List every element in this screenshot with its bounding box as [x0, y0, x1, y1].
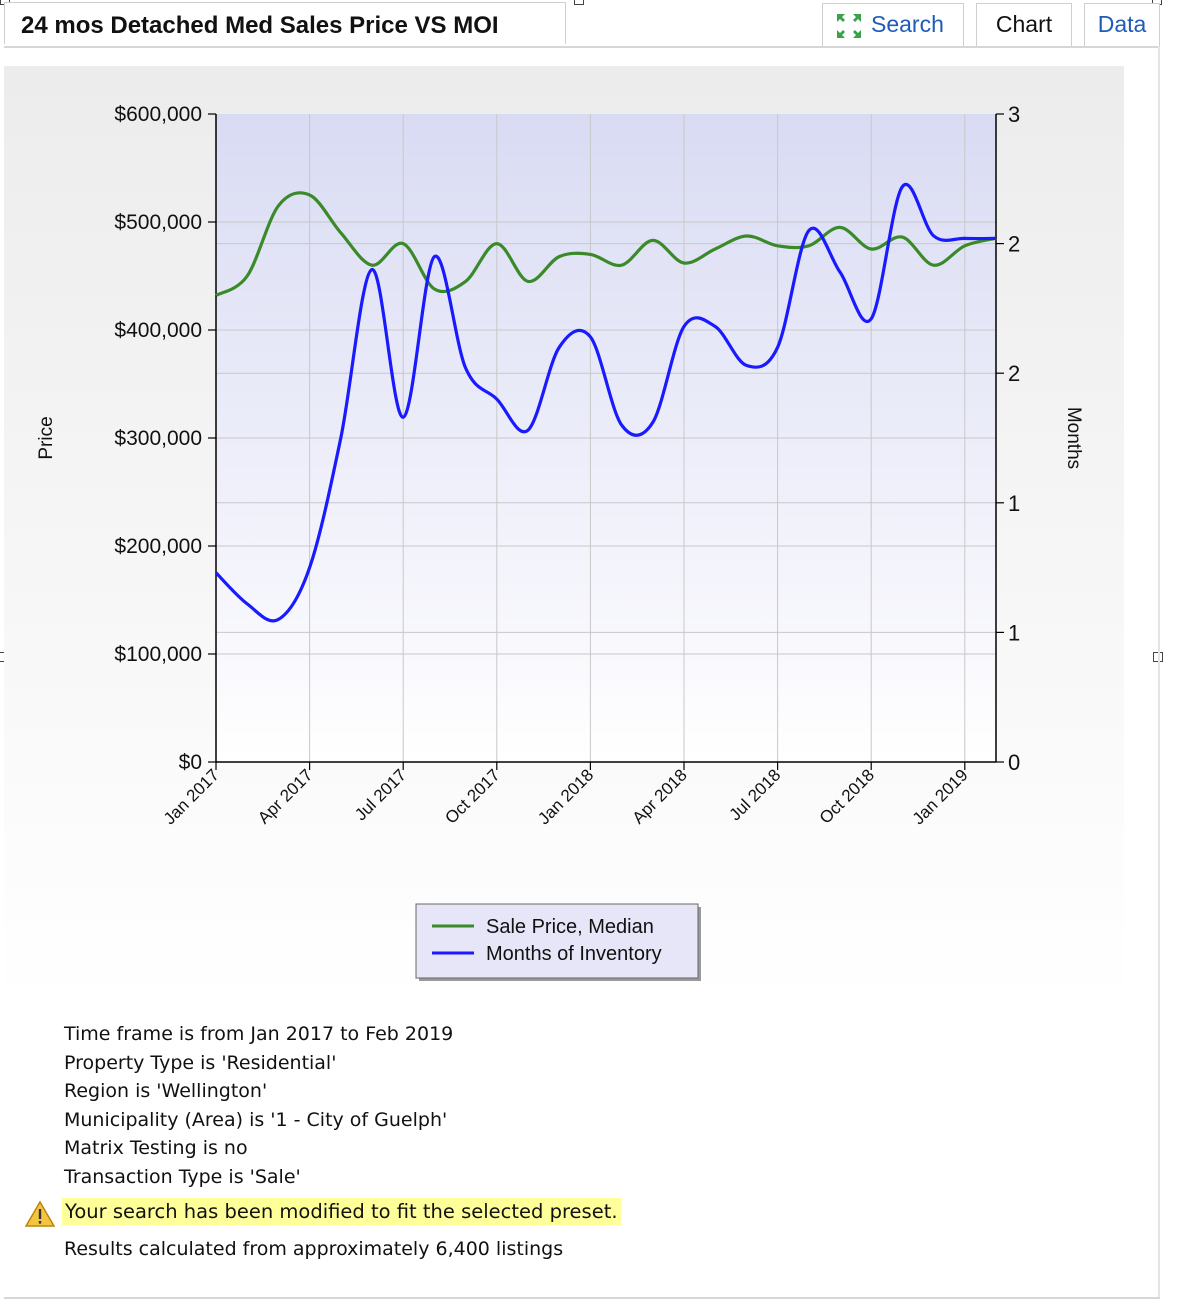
tab-data[interactable]: Data — [1084, 3, 1160, 47]
y-tick-label-left: $300,000 — [114, 427, 202, 450]
y-tick-label-left: $600,000 — [114, 103, 202, 126]
series-line-months-of-inventory — [214, 182, 997, 623]
y-tick-label-right: 3 — [1008, 102, 1020, 127]
panel-border-right — [1158, 46, 1160, 1299]
y-tick-label-left: $500,000 — [114, 211, 202, 234]
warning-text: Your search has been modified to fit the… — [62, 1198, 621, 1225]
results-count: Results calculated from approximately 6,… — [64, 1238, 564, 1260]
y-tick-label-left: $100,000 — [114, 643, 202, 666]
y-tick-label-right: 2 — [1008, 361, 1020, 386]
tab-search-label: Search — [871, 11, 944, 37]
y-tick-label-left: $400,000 — [114, 319, 202, 342]
series-line-sale-price-median — [215, 191, 997, 297]
legend-label: Sale Price, Median — [486, 916, 654, 938]
tab-chart[interactable]: Chart — [976, 3, 1072, 47]
warning-icon — [24, 1200, 56, 1227]
y-tick-label-right: 1 — [1008, 491, 1020, 516]
criteria-line: Property Type is 'Residential' — [64, 1051, 337, 1074]
criteria-line: Time frame is from Jan 2017 to Feb 2019 — [64, 1023, 454, 1045]
tab-divider — [4, 46, 1160, 48]
chart-title-box: 24 mos Detached Med Sales Price VS MOI — [4, 2, 566, 44]
y-axis-title-right: Months — [1063, 407, 1084, 469]
criteria-line: Region is 'Wellington' — [64, 1080, 268, 1103]
chart-panel: $600,000 $500,000 $400,000 $300,000 $200,000… — [4, 66, 1124, 1002]
resize-handle-top-center[interactable] — [574, 0, 584, 5]
legend-box — [415, 903, 699, 979]
search-criteria: Time frame is from Jan 2017 to Feb 2019 … — [64, 1020, 453, 1192]
page-title: 24 mos Detached Med Sales Price VS MOI — [21, 12, 499, 39]
tab-chart-label: Chart — [995, 11, 1053, 37]
panel-border-bottom — [4, 1297, 1160, 1299]
y-tick-label-right: 2 — [1008, 232, 1020, 257]
legend-label: Months of Inventory — [486, 943, 662, 965]
criteria-line: Matrix Testing is no — [64, 1137, 248, 1160]
y-tick-label-left: $200,000 — [114, 535, 202, 558]
criteria-line: Transaction Type is 'Sale' — [64, 1165, 301, 1188]
y-axis-title-left: Price — [36, 416, 57, 459]
y-tick-label-right: 0 — [1008, 750, 1020, 775]
criteria-line: Municipality (Area) is '1 - City of Guel… — [64, 1108, 448, 1131]
tab-data-label: Data — [1097, 11, 1147, 37]
tab-search[interactable]: Search — [822, 3, 964, 47]
expand-icon — [837, 14, 861, 38]
y-tick-label-left: $0 — [179, 751, 202, 774]
y-tick-label-right: 1 — [1008, 620, 1020, 645]
price-vs-moi-chart: $600,000 $500,000 $400,000 $300,000 $200,000… — [4, 66, 1124, 1002]
